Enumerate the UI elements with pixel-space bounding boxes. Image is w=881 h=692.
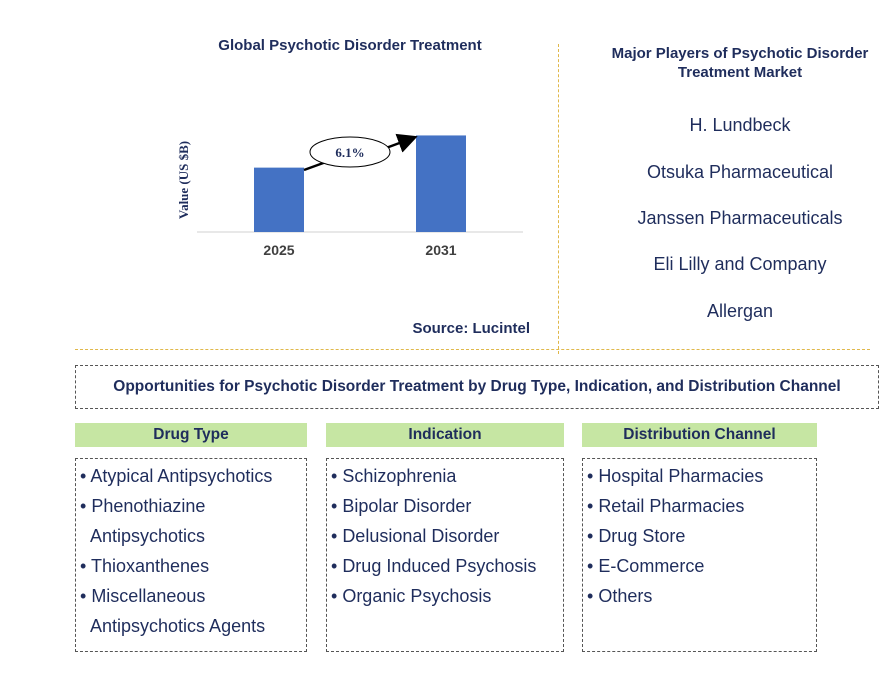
bar-2025 bbox=[254, 167, 304, 232]
category-header-indication: Indication bbox=[326, 423, 564, 447]
list-item: • Bipolar Disorder bbox=[331, 496, 472, 516]
list-item: • Miscellaneous Antipsychotics Agents bbox=[80, 586, 266, 636]
list-item: • Others bbox=[587, 586, 653, 606]
list-item: • Schizophrenia bbox=[331, 466, 457, 486]
list-item: • Delusional Disorder bbox=[331, 526, 500, 546]
category-header-drug-type: Drug Type bbox=[75, 423, 307, 447]
list-item: • Atypical Antipsychotics bbox=[80, 466, 273, 486]
category-list-drug-type: • Atypical Antipsychotics • Phenothiazin… bbox=[75, 458, 307, 652]
list-item: • Hospital Pharmacies bbox=[587, 466, 764, 486]
growth-arrow-right bbox=[385, 133, 418, 153]
vertical-divider bbox=[558, 44, 559, 354]
category-header-distribution-channel: Distribution Channel bbox=[582, 423, 817, 447]
y-axis-label: Value (US $B) bbox=[176, 141, 191, 219]
player-item: Janssen Pharmaceuticals bbox=[637, 208, 843, 228]
opportunities-title: Opportunities for Psychotic Disorder Tre… bbox=[75, 365, 879, 409]
player-item: Allergan bbox=[706, 301, 774, 321]
source-label: Source: Lucintel bbox=[412, 320, 530, 337]
growth-bubble bbox=[309, 136, 391, 168]
x-tick-label: 2025 bbox=[263, 242, 294, 258]
list-item: • Phenothiazine Antipsychotics bbox=[80, 496, 206, 546]
list-item: • Organic Psychosis bbox=[331, 586, 492, 606]
list-item: • Thioxanthenes bbox=[80, 556, 210, 576]
list-item: • E-Commerce bbox=[587, 556, 705, 576]
list-item: • Retail Pharmacies bbox=[587, 496, 745, 516]
players-title: Major Players of Psychotic Disorder Trea… bbox=[611, 45, 869, 81]
player-item: H. Lundbeck bbox=[689, 115, 791, 135]
list-item: • Drug Induced Psychosis bbox=[331, 556, 537, 576]
growth-rate-label: 6.1% bbox=[335, 145, 364, 160]
list-item: • Drug Store bbox=[587, 526, 686, 546]
bar-2031 bbox=[416, 135, 466, 232]
chart-title: Global Psychotic Disorder Treatment bbox=[218, 37, 482, 54]
horizontal-divider bbox=[75, 349, 870, 350]
player-item: Eli Lilly and Company bbox=[653, 254, 827, 274]
category-list-distribution-channel: • Hospital Pharmacies • Retail Pharmacie… bbox=[582, 458, 817, 652]
x-tick-label: 2031 bbox=[425, 242, 456, 258]
player-item: Otsuka Pharmaceutical bbox=[646, 162, 834, 182]
category-list-indication: • Schizophrenia • Bipolar Disorder • Del… bbox=[326, 458, 564, 652]
